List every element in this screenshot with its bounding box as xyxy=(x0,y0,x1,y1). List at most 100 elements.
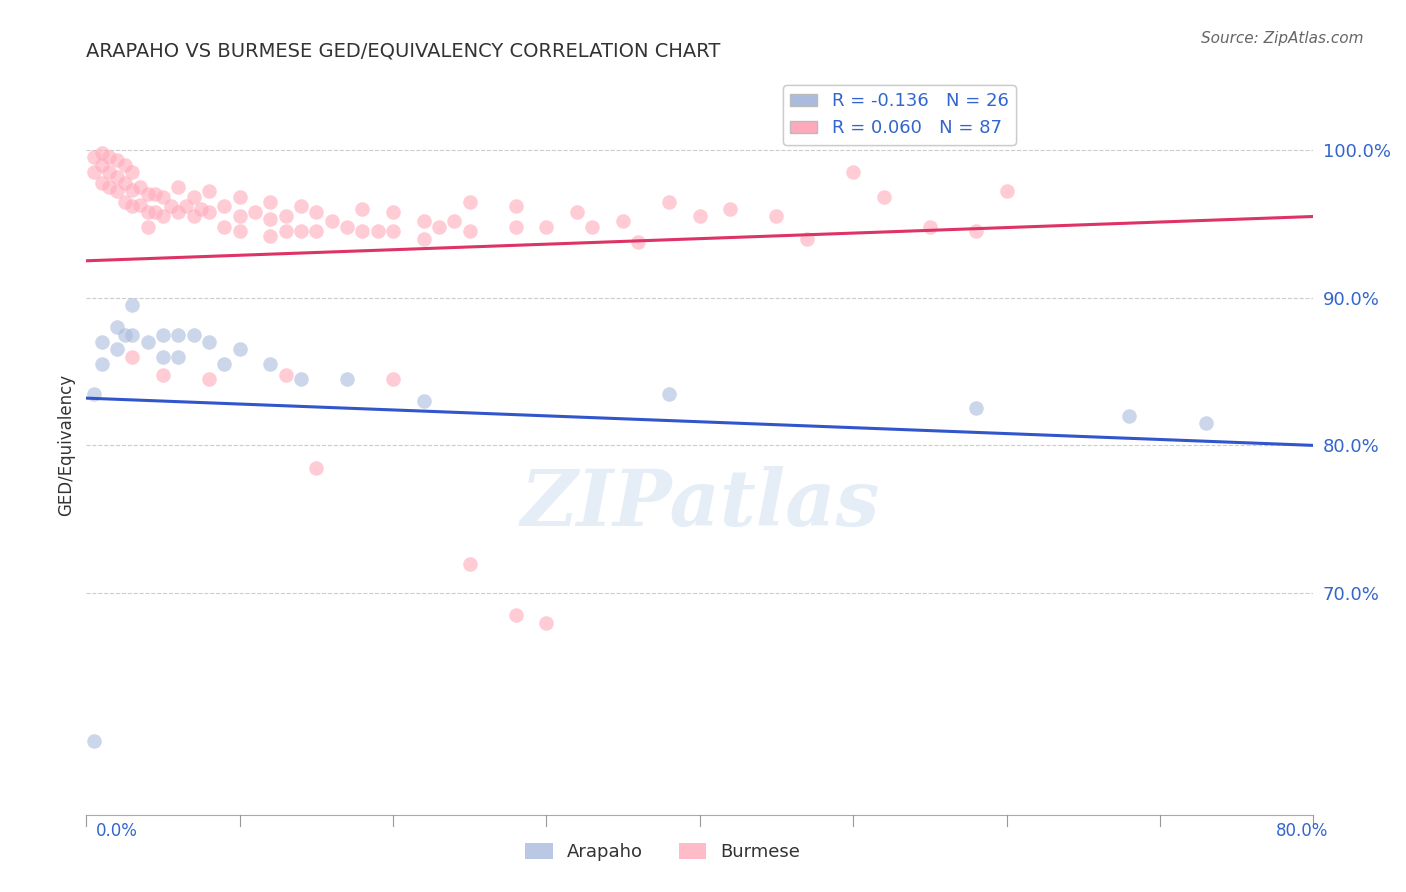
Point xyxy=(98,150,121,164)
Point xyxy=(427,219,450,234)
Point xyxy=(167,180,190,194)
Point xyxy=(121,183,143,197)
Point xyxy=(183,210,205,224)
Point xyxy=(198,372,221,386)
Point xyxy=(105,153,128,168)
Point xyxy=(458,224,481,238)
Point xyxy=(228,210,250,224)
Point xyxy=(505,219,527,234)
Point xyxy=(305,205,328,219)
Point xyxy=(382,205,405,219)
Point xyxy=(305,224,328,238)
Point xyxy=(965,224,987,238)
Point xyxy=(565,205,588,219)
Point xyxy=(352,202,374,216)
Point xyxy=(1118,409,1140,423)
Point xyxy=(505,608,527,623)
Point xyxy=(136,205,159,219)
Point xyxy=(382,224,405,238)
Point xyxy=(143,187,166,202)
Point xyxy=(259,228,281,243)
Point xyxy=(336,372,359,386)
Point xyxy=(581,219,603,234)
Point xyxy=(121,199,143,213)
Point xyxy=(612,214,634,228)
Point xyxy=(83,150,105,164)
Point xyxy=(259,212,281,227)
Point xyxy=(321,214,343,228)
Point xyxy=(458,557,481,571)
Point xyxy=(367,224,389,238)
Point xyxy=(243,205,266,219)
Point xyxy=(105,320,128,334)
Point xyxy=(274,368,297,382)
Point xyxy=(536,219,558,234)
Point xyxy=(214,219,236,234)
Point xyxy=(129,180,152,194)
Point xyxy=(190,202,212,216)
Point xyxy=(114,327,136,342)
Point xyxy=(183,327,205,342)
Point xyxy=(290,199,312,213)
Point xyxy=(121,327,143,342)
Point xyxy=(90,158,112,172)
Point xyxy=(412,232,434,246)
Point xyxy=(658,194,681,209)
Point xyxy=(259,194,281,209)
Point xyxy=(136,187,159,202)
Point xyxy=(105,169,128,184)
Point xyxy=(152,327,174,342)
Point xyxy=(198,205,221,219)
Point xyxy=(720,202,742,216)
Point xyxy=(627,235,650,249)
Point xyxy=(505,199,527,213)
Point xyxy=(174,199,197,213)
Point xyxy=(121,165,143,179)
Point xyxy=(228,190,250,204)
Point xyxy=(136,219,159,234)
Point xyxy=(228,343,250,357)
Point xyxy=(198,334,221,349)
Point xyxy=(995,185,1018,199)
Point xyxy=(412,394,434,409)
Point xyxy=(274,224,297,238)
Point xyxy=(152,210,174,224)
Point xyxy=(336,219,359,234)
Point xyxy=(290,224,312,238)
Point xyxy=(918,219,941,234)
Text: ZIPatlas: ZIPatlas xyxy=(520,467,880,542)
Point xyxy=(443,214,465,228)
Point xyxy=(458,194,481,209)
Point xyxy=(842,165,865,179)
Point xyxy=(121,350,143,364)
Point xyxy=(152,190,174,204)
Point xyxy=(412,214,434,228)
Point xyxy=(290,372,312,386)
Point xyxy=(305,460,328,475)
Point xyxy=(105,343,128,357)
Text: 80.0%: 80.0% xyxy=(1277,822,1329,840)
Point xyxy=(136,334,159,349)
Text: Source: ZipAtlas.com: Source: ZipAtlas.com xyxy=(1201,31,1364,46)
Point xyxy=(765,210,787,224)
Point xyxy=(152,350,174,364)
Point xyxy=(83,165,105,179)
Text: ARAPAHO VS BURMESE GED/EQUIVALENCY CORRELATION CHART: ARAPAHO VS BURMESE GED/EQUIVALENCY CORRE… xyxy=(86,42,721,61)
Point xyxy=(83,386,105,401)
Point xyxy=(965,401,987,416)
Point xyxy=(98,180,121,194)
Point xyxy=(83,733,105,747)
Legend: R = -0.136   N = 26, R = 0.060   N = 87: R = -0.136 N = 26, R = 0.060 N = 87 xyxy=(783,86,1017,145)
Point xyxy=(228,224,250,238)
Point xyxy=(796,232,818,246)
Point xyxy=(259,357,281,371)
Point xyxy=(143,205,166,219)
Point xyxy=(121,298,143,312)
Point xyxy=(90,146,112,161)
Point xyxy=(214,357,236,371)
Point xyxy=(658,386,681,401)
Point xyxy=(214,199,236,213)
Point xyxy=(114,176,136,190)
Point xyxy=(352,224,374,238)
Point xyxy=(90,334,112,349)
